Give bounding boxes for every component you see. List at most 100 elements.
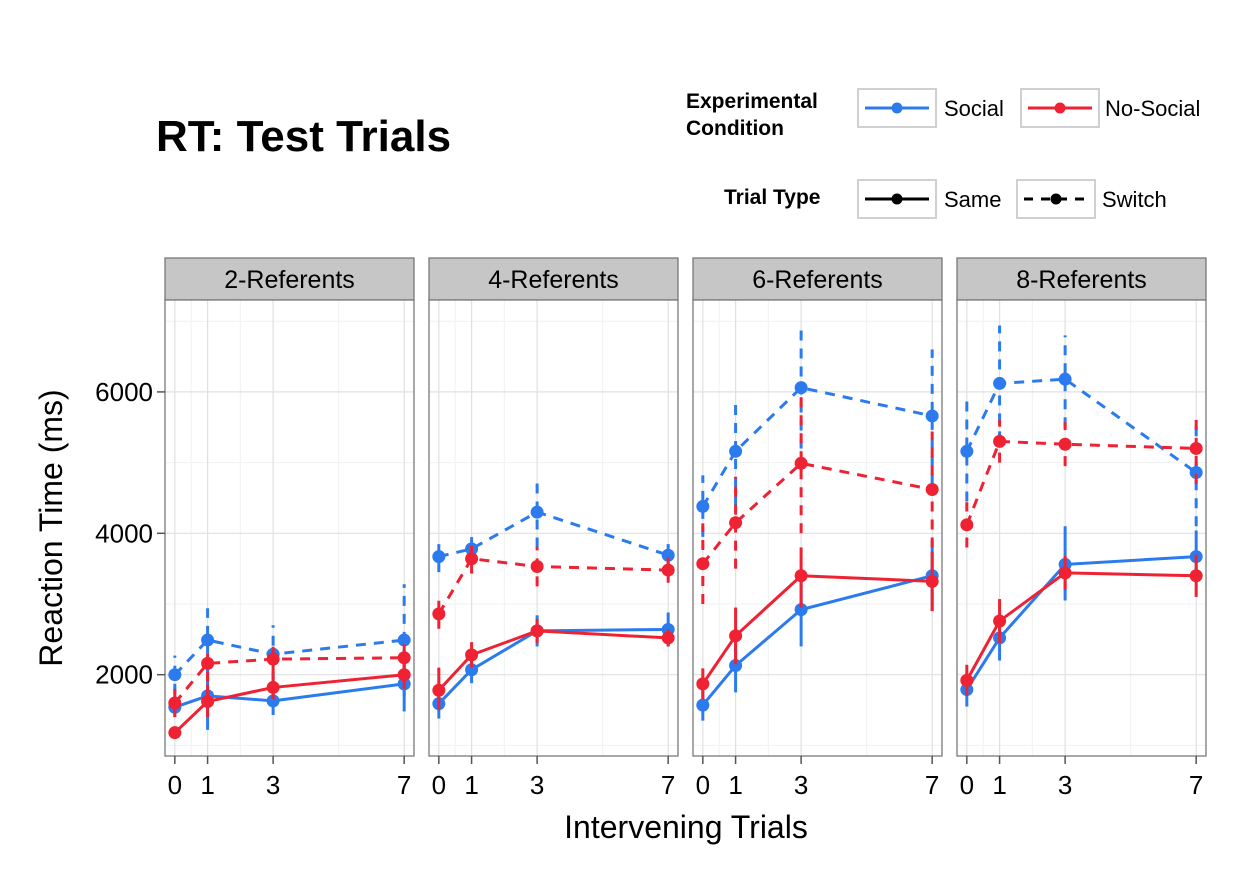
legend-key-same — [857, 179, 937, 219]
x-tick-label: 0 — [168, 770, 182, 800]
data-point — [925, 409, 939, 423]
data-point — [201, 633, 215, 647]
data-point — [465, 663, 479, 677]
series-line — [965, 555, 1197, 691]
panel-strip-label: 4-Referents — [488, 266, 619, 294]
data-point — [729, 659, 743, 673]
data-point — [993, 434, 1007, 448]
legend-label-same: Same — [944, 187, 1002, 212]
y-tick-label: 6000 — [95, 377, 153, 407]
data-point — [432, 550, 446, 564]
data-point — [661, 563, 675, 577]
data-point — [432, 607, 446, 621]
x-tick-label: 0 — [960, 770, 974, 800]
panel-strip-label: 6-Referents — [752, 266, 883, 294]
x-tick-label: 1 — [464, 770, 478, 800]
series-line — [173, 656, 405, 704]
x-tick-label: 1 — [992, 770, 1006, 800]
data-point — [201, 656, 215, 670]
x-tick-label: 7 — [925, 770, 939, 800]
series-line — [174, 682, 405, 709]
series-line — [965, 439, 1197, 526]
data-point — [696, 698, 710, 712]
data-point — [530, 505, 544, 519]
data-point — [1189, 569, 1203, 583]
data-point — [397, 668, 411, 682]
legend-trial-type-title: Trial Type — [724, 186, 821, 209]
series-line — [701, 386, 933, 508]
data-point — [993, 376, 1007, 390]
series-line — [965, 571, 1197, 682]
series-line — [437, 557, 669, 615]
data-point — [1189, 441, 1203, 455]
series-line — [701, 461, 933, 565]
x-tick-label: 3 — [530, 770, 544, 800]
data-point — [168, 668, 182, 682]
data-point — [794, 603, 808, 617]
series-line — [437, 629, 669, 692]
data-point — [266, 652, 280, 666]
panel-border — [428, 299, 679, 757]
panel-strip — [428, 257, 679, 301]
panel-strip — [164, 257, 415, 301]
panel-strip-label: 8-Referents — [1016, 266, 1147, 294]
data-point — [465, 552, 479, 566]
panel-strip — [692, 257, 943, 301]
data-point — [696, 677, 710, 691]
data-point — [266, 694, 280, 708]
x-tick-label: 7 — [1189, 770, 1203, 800]
x-tick-label: 0 — [432, 770, 446, 800]
legend-label-social: Social — [944, 96, 1004, 121]
data-point — [794, 456, 808, 470]
x-tick-label: 1 — [200, 770, 214, 800]
data-point — [168, 726, 182, 740]
data-point — [168, 696, 182, 710]
series-line — [173, 638, 405, 676]
x-tick-label: 7 — [661, 770, 675, 800]
data-point — [397, 633, 411, 647]
data-point — [661, 548, 675, 562]
data-point — [729, 516, 743, 530]
data-point — [960, 518, 974, 532]
panel-strip-label: 2-Referents — [224, 266, 355, 294]
panel-border — [692, 299, 943, 757]
data-point — [1058, 372, 1072, 386]
data-point — [729, 629, 743, 643]
data-point — [201, 695, 215, 709]
data-point — [397, 651, 411, 665]
x-tick-label: 1 — [728, 770, 742, 800]
data-point — [794, 569, 808, 583]
legend-key-switch — [1016, 179, 1096, 219]
legend-key-social — [857, 88, 937, 128]
x-tick-label: 3 — [1058, 770, 1072, 800]
data-point — [530, 560, 544, 574]
data-point — [696, 557, 710, 571]
data-point — [925, 482, 939, 496]
data-point — [1058, 566, 1072, 580]
x-tick-label: 7 — [397, 770, 411, 800]
legend-condition-title: Experimental Condition — [686, 90, 818, 140]
data-point — [993, 614, 1007, 628]
series-line — [173, 673, 405, 734]
y-axis-title: Reaction Time (ms) — [33, 389, 69, 666]
chart-title: RT: Test Trials — [156, 112, 452, 161]
panel-background — [957, 300, 1206, 756]
legend-label-switch: Switch — [1102, 187, 1167, 212]
legend-key-no-social — [1020, 88, 1100, 128]
data-point — [696, 499, 710, 513]
data-point — [729, 444, 743, 458]
panel-border — [956, 299, 1207, 757]
x-tick-label: 3 — [266, 770, 280, 800]
x-tick-label: 0 — [696, 770, 710, 800]
data-point — [465, 648, 479, 662]
data-point — [661, 631, 675, 645]
series-line — [965, 377, 1198, 474]
x-axis-title: Intervening Trials — [564, 809, 808, 845]
panel-strip — [956, 257, 1207, 301]
data-point — [1058, 437, 1072, 451]
data-point — [432, 683, 446, 697]
data-point — [794, 381, 808, 395]
legend-label-no-social: No-Social — [1105, 96, 1201, 121]
data-point — [960, 444, 974, 458]
